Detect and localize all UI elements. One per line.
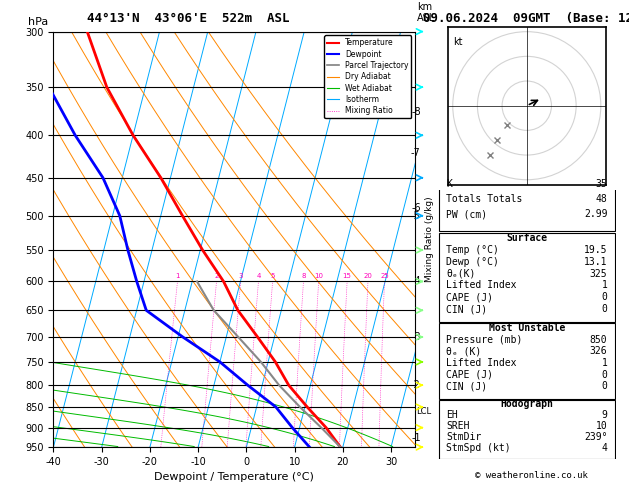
Text: 8: 8	[301, 274, 306, 279]
Text: Temp (°C): Temp (°C)	[446, 245, 499, 255]
Text: -3: -3	[411, 332, 421, 342]
Text: 13.1: 13.1	[584, 257, 608, 267]
Text: SREH: SREH	[446, 421, 470, 431]
Text: 1: 1	[601, 358, 608, 368]
Text: 9: 9	[601, 410, 608, 420]
Text: 19.5: 19.5	[584, 245, 608, 255]
Text: CIN (J): CIN (J)	[446, 304, 487, 314]
Text: CAPE (J): CAPE (J)	[446, 370, 493, 380]
Legend: Temperature, Dewpoint, Parcel Trajectory, Dry Adiabat, Wet Adiabat, Isotherm, Mi: Temperature, Dewpoint, Parcel Trajectory…	[324, 35, 411, 118]
X-axis label: Dewpoint / Temperature (°C): Dewpoint / Temperature (°C)	[154, 472, 314, 483]
Text: 48: 48	[596, 194, 608, 204]
Text: 4: 4	[256, 274, 260, 279]
Text: 44°13'N  43°06'E  522m  ASL: 44°13'N 43°06'E 522m ASL	[87, 12, 290, 25]
Text: Lifted Index: Lifted Index	[446, 358, 516, 368]
Bar	[439, 177, 615, 231]
Text: 0: 0	[601, 304, 608, 314]
Text: © weatheronline.co.uk: © weatheronline.co.uk	[475, 471, 588, 480]
Text: 0: 0	[601, 382, 608, 391]
Text: -2: -2	[411, 380, 421, 390]
Text: hPa: hPa	[28, 17, 48, 27]
Text: Most Unstable: Most Unstable	[489, 323, 565, 333]
Text: 2.99: 2.99	[584, 209, 608, 220]
Text: 5: 5	[270, 274, 275, 279]
Text: StmDir: StmDir	[446, 432, 481, 442]
Text: PW (cm): PW (cm)	[446, 209, 487, 220]
Text: 35: 35	[596, 179, 608, 189]
Text: Pressure (mb): Pressure (mb)	[446, 335, 523, 345]
Bar	[439, 233, 615, 322]
Text: 10: 10	[596, 421, 608, 431]
Text: 3: 3	[238, 274, 243, 279]
Text: 25: 25	[380, 274, 389, 279]
Text: km
ASL: km ASL	[417, 1, 435, 23]
Bar	[439, 400, 615, 459]
Text: kt: kt	[453, 36, 462, 47]
Text: 15: 15	[343, 274, 352, 279]
Text: -1: -1	[411, 433, 421, 443]
Text: 0: 0	[601, 370, 608, 380]
Text: 1: 1	[601, 280, 608, 291]
Text: -7: -7	[411, 148, 421, 158]
Text: Mixing Ratio (g/kg): Mixing Ratio (g/kg)	[425, 196, 434, 282]
Text: Hodograph: Hodograph	[500, 399, 554, 410]
Text: StmSpd (kt): StmSpd (kt)	[446, 443, 511, 452]
Text: -5: -5	[411, 211, 421, 221]
Text: CIN (J): CIN (J)	[446, 382, 487, 391]
Text: CAPE (J): CAPE (J)	[446, 293, 493, 302]
Text: 326: 326	[590, 347, 608, 356]
Text: Totals Totals: Totals Totals	[446, 194, 523, 204]
Text: LCL: LCL	[416, 407, 431, 416]
Text: 09.06.2024  09GMT  (Base: 12): 09.06.2024 09GMT (Base: 12)	[423, 12, 629, 25]
Text: 1: 1	[175, 274, 180, 279]
Text: -4: -4	[411, 277, 421, 286]
Text: Lifted Index: Lifted Index	[446, 280, 516, 291]
Text: 325: 325	[590, 269, 608, 278]
Text: θₑ (K): θₑ (K)	[446, 347, 481, 356]
Text: -6: -6	[411, 204, 421, 213]
Text: 2: 2	[214, 274, 219, 279]
Text: K: K	[446, 179, 452, 189]
Text: Dewp (°C): Dewp (°C)	[446, 257, 499, 267]
Text: 4: 4	[601, 443, 608, 452]
Text: 10: 10	[314, 274, 323, 279]
Text: 850: 850	[590, 335, 608, 345]
Text: Surface: Surface	[506, 233, 547, 243]
Text: 239°: 239°	[584, 432, 608, 442]
Text: θₑ(K): θₑ(K)	[446, 269, 476, 278]
Text: 0: 0	[601, 293, 608, 302]
Text: -8: -8	[411, 107, 421, 117]
Text: 20: 20	[364, 274, 372, 279]
Bar	[439, 323, 615, 399]
Text: EH: EH	[446, 410, 458, 420]
